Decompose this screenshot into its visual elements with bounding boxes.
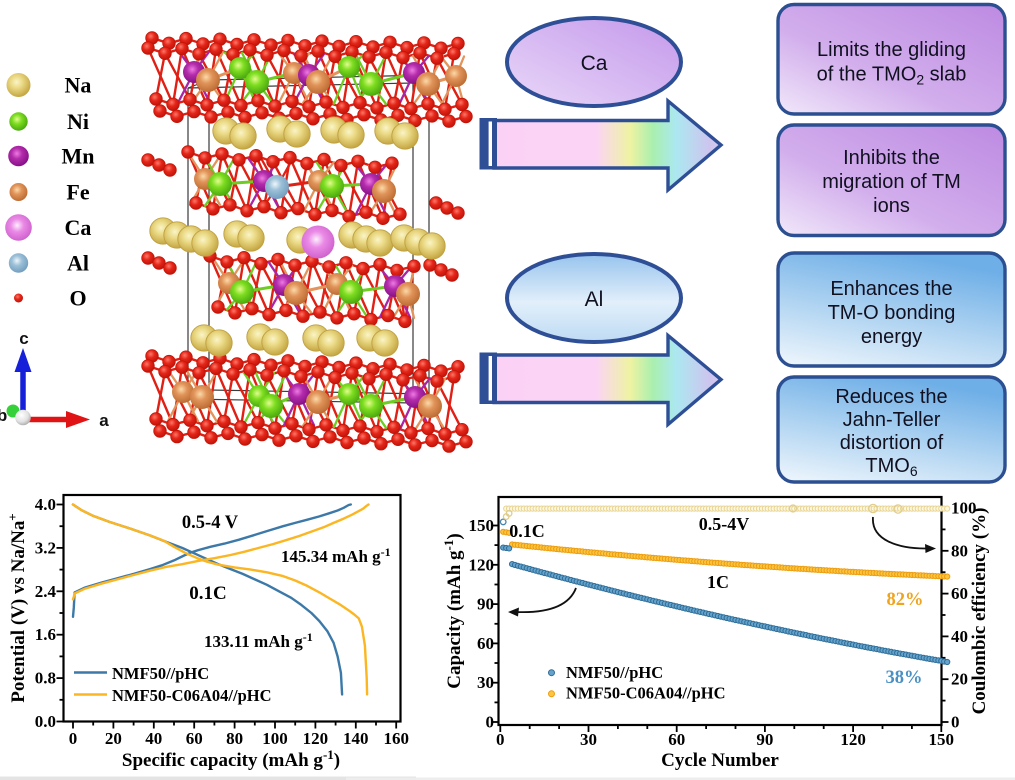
svg-text:ions: ions — [873, 195, 910, 217]
svg-text:migration of TM: migration of TM — [822, 171, 961, 193]
svg-text:120: 120 — [469, 555, 495, 574]
svg-text:a: a — [99, 411, 109, 430]
svg-text:energy: energy — [861, 326, 922, 348]
svg-text:0.1C: 0.1C — [509, 521, 545, 541]
svg-text:Ca: Ca — [581, 52, 608, 75]
svg-text:NMF50//pHC: NMF50//pHC — [112, 664, 209, 683]
svg-text:20: 20 — [951, 670, 968, 689]
svg-text:TM-O bonding: TM-O bonding — [828, 302, 956, 324]
svg-text:60: 60 — [186, 729, 203, 748]
svg-text:40: 40 — [951, 627, 968, 646]
svg-text:O: O — [69, 286, 86, 311]
svg-text:1.6: 1.6 — [35, 625, 56, 644]
svg-text:Ni: Ni — [67, 109, 89, 134]
svg-text:30: 30 — [580, 730, 597, 749]
svg-text:0: 0 — [951, 713, 960, 732]
svg-text:38%: 38% — [886, 668, 923, 688]
svg-text:60: 60 — [951, 584, 968, 603]
svg-text:c: c — [19, 329, 28, 348]
svg-text:0: 0 — [486, 713, 495, 732]
svg-text:160: 160 — [383, 729, 409, 748]
svg-text:80: 80 — [951, 541, 968, 560]
svg-text:Coulombic efficiency (%): Coulombic efficiency (%) — [969, 508, 990, 715]
svg-text:3.2: 3.2 — [35, 538, 56, 557]
svg-text:0.5-4V: 0.5-4V — [699, 514, 750, 534]
svg-text:150: 150 — [469, 516, 495, 535]
svg-text:20: 20 — [105, 729, 122, 748]
svg-text:140: 140 — [343, 729, 369, 748]
svg-text:150: 150 — [929, 730, 955, 749]
svg-text:Potential (V) vs Na/Na+: Potential (V) vs Na/Na+ — [5, 513, 29, 702]
svg-text:0.0: 0.0 — [35, 712, 56, 731]
svg-text:60: 60 — [668, 730, 685, 749]
svg-text:Enhances the: Enhances the — [830, 278, 952, 300]
svg-text:90: 90 — [477, 595, 494, 614]
svg-text:0: 0 — [496, 730, 505, 749]
svg-text:Na: Na — [65, 73, 92, 98]
svg-text:NMF50-C06A04//pHC: NMF50-C06A04//pHC — [566, 684, 726, 703]
svg-text:NMF50//pHC: NMF50//pHC — [566, 663, 663, 682]
svg-text:Specific capacity (mAh g-1): Specific capacity (mAh g-1) — [122, 747, 340, 771]
svg-text:distortion of: distortion of — [840, 432, 944, 454]
svg-text:80: 80 — [226, 729, 243, 748]
svg-text:60: 60 — [477, 634, 494, 653]
svg-text:2.4: 2.4 — [35, 582, 57, 601]
svg-text:120: 120 — [840, 730, 866, 749]
svg-text:Ca: Ca — [65, 215, 92, 240]
svg-text:0.5-4 V: 0.5-4 V — [182, 513, 239, 533]
svg-text:40: 40 — [145, 729, 162, 748]
svg-text:Al: Al — [585, 288, 604, 311]
svg-text:0.1C: 0.1C — [189, 583, 226, 604]
svg-text:4.0: 4.0 — [35, 495, 56, 514]
svg-text:82%: 82% — [887, 590, 924, 610]
svg-text:NMF50-C06A04//pHC: NMF50-C06A04//pHC — [112, 686, 272, 705]
svg-text:TMO6: TMO6 — [865, 455, 917, 479]
svg-text:Limits the gliding: Limits the gliding — [817, 39, 966, 61]
svg-text:0: 0 — [69, 729, 78, 748]
svg-text:0.8: 0.8 — [35, 669, 56, 688]
svg-text:133.11 mAh g-1: 133.11 mAh g-1 — [204, 630, 313, 651]
svg-text:Capacity (mAh g-1): Capacity (mAh g-1) — [441, 533, 465, 688]
svg-text:145.34 mAh g-1: 145.34 mAh g-1 — [281, 545, 391, 566]
svg-text:30: 30 — [477, 673, 494, 692]
svg-text:Mn: Mn — [62, 144, 95, 169]
svg-text:of the TMO2 slab: of the TMO2 slab — [817, 64, 967, 88]
svg-text:Inhibits the: Inhibits the — [843, 147, 940, 169]
svg-text:120: 120 — [303, 729, 329, 748]
svg-text:1C: 1C — [707, 572, 729, 592]
svg-text:Reduces the: Reduces the — [835, 386, 947, 408]
svg-text:b: b — [0, 406, 7, 425]
svg-text:Jahn-Teller: Jahn-Teller — [843, 409, 941, 431]
svg-text:100: 100 — [951, 499, 977, 518]
svg-text:Al: Al — [67, 251, 89, 276]
svg-text:100: 100 — [262, 729, 288, 748]
svg-text:Fe: Fe — [66, 180, 89, 205]
svg-text:Cycle Number: Cycle Number — [661, 750, 779, 771]
svg-text:90: 90 — [756, 730, 773, 749]
